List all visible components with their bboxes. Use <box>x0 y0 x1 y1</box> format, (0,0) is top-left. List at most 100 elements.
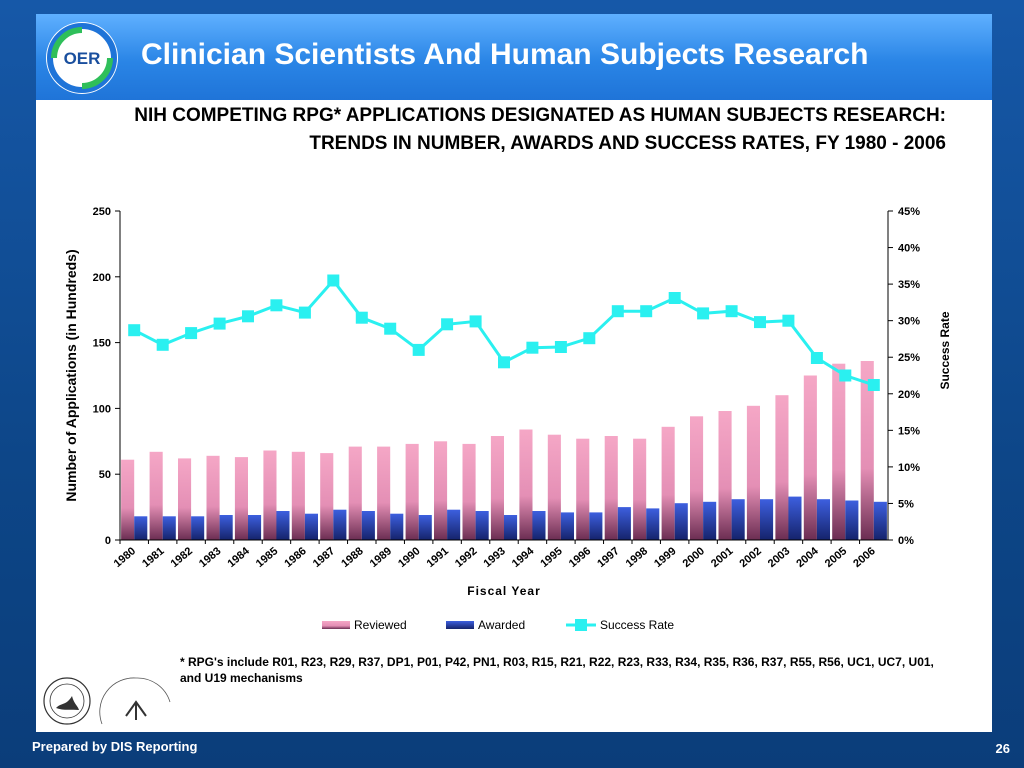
point-success-rate-1999 <box>668 292 681 304</box>
bar-awarded-1995 <box>560 512 574 540</box>
legend-label-reviewed: Reviewed <box>354 618 407 632</box>
y-tick-label: 0 <box>105 535 111 547</box>
y2-tick-label: 5% <box>898 498 914 510</box>
x-tick-label: 1984 <box>225 545 252 570</box>
x-tick-label: 1991 <box>425 545 451 570</box>
bar-reviewed-2000 <box>690 416 704 540</box>
point-success-rate-1993 <box>498 356 510 369</box>
bar-awarded-1980 <box>134 516 148 540</box>
y2-tick-label: 30% <box>898 316 920 328</box>
bar-awarded-1985 <box>276 511 290 540</box>
bar-reviewed-1995 <box>547 434 561 540</box>
bar-reviewed-1983 <box>206 455 220 540</box>
bar-awarded-1997 <box>617 507 631 540</box>
x-tick-label: 1995 <box>538 545 564 570</box>
legend-label-success-rate: Success Rate <box>600 618 674 632</box>
bar-awarded-1990 <box>418 515 432 540</box>
point-success-rate-1984 <box>242 310 254 323</box>
x-tick-label: 1990 <box>396 545 422 570</box>
point-success-rate-2001 <box>725 305 738 318</box>
point-success-rate-1996 <box>583 332 596 345</box>
bar-awarded-2002 <box>760 499 774 540</box>
bar-awarded-1982 <box>191 516 205 540</box>
chart: 0 50 100 150 200 250 0% 5% 10% 15% 20% 25% 30% 35% 40%… <box>63 206 952 632</box>
point-success-rate-2003 <box>782 314 795 327</box>
y2-tick-label: 0% <box>898 535 914 547</box>
point-success-rate-1980 <box>128 324 141 337</box>
bar-awarded-1994 <box>532 511 546 540</box>
x-tick-label: 1987 <box>311 545 337 570</box>
y-tick-label: 50 <box>99 469 111 481</box>
point-success-rate-1995 <box>554 341 567 353</box>
x-tick-label: 1989 <box>368 545 394 570</box>
bar-reviewed-1980 <box>121 459 135 540</box>
bar-reviewed-2002 <box>746 405 760 540</box>
y-tick-label: 250 <box>93 206 111 218</box>
header-band <box>36 14 992 100</box>
bar-awarded-2003 <box>788 496 802 540</box>
x-tick-label: 1982 <box>169 545 195 570</box>
bar-awarded-1991 <box>447 509 461 540</box>
legend-marker-success-rate <box>575 619 587 631</box>
bar-reviewed-1994 <box>519 429 533 540</box>
y2-tick-label: 15% <box>898 425 920 437</box>
x-tick-label: 1994 <box>510 545 537 570</box>
point-success-rate-1989 <box>384 322 397 335</box>
bar-reviewed-1981 <box>149 451 163 540</box>
bar-awarded-1984 <box>248 515 262 540</box>
bar-awarded-2005 <box>845 500 859 540</box>
bar-awarded-1983 <box>219 515 233 540</box>
point-success-rate-1985 <box>270 299 283 312</box>
point-success-rate-1994 <box>526 341 539 354</box>
bar-reviewed-1993 <box>490 436 504 540</box>
bar-awarded-1987 <box>333 509 347 540</box>
point-success-rate-1986 <box>298 306 311 319</box>
bar-awarded-1996 <box>589 512 603 540</box>
logo-text: OER <box>64 49 101 68</box>
bar-awarded-1999 <box>674 503 688 540</box>
x-tick-label: 1981 <box>140 545 166 570</box>
legend-label-awarded: Awarded <box>478 618 525 632</box>
bar-reviewed-1989 <box>377 446 391 540</box>
bar-reviewed-1992 <box>462 443 476 540</box>
footer-prepared-by: Prepared by DIS Reporting <box>32 739 198 754</box>
bar-awarded-1981 <box>162 516 176 540</box>
point-success-rate-1981 <box>156 338 169 351</box>
point-success-rate-2002 <box>754 316 766 329</box>
point-success-rate-2005 <box>839 369 852 382</box>
bar-reviewed-1987 <box>320 453 334 540</box>
point-success-rate-1997 <box>611 305 624 318</box>
series-line-success-rate <box>133 278 875 387</box>
bar-awarded-2000 <box>703 501 717 540</box>
y2-tick-label: 40% <box>898 243 920 255</box>
bar-reviewed-1988 <box>348 446 362 540</box>
x-tick-label: 1998 <box>624 545 650 570</box>
y2-tick-label: 45% <box>898 206 920 218</box>
y-tick-label: 100 <box>93 403 111 415</box>
bar-awarded-2004 <box>816 499 830 540</box>
x-axis-label: Fiscal Year <box>467 584 541 598</box>
x-tick-label: 1980 <box>112 545 138 570</box>
x-tick-label: 1993 <box>481 545 507 570</box>
y-tick-label: 150 <box>93 338 111 350</box>
bar-reviewed-1997 <box>604 436 618 540</box>
x-tick-label: 2003 <box>766 545 792 570</box>
x-tick-label: 1996 <box>567 545 593 570</box>
x-tick-label: 1992 <box>453 545 479 570</box>
x-tick-label: 1985 <box>254 545 280 570</box>
bar-reviewed-2001 <box>718 411 732 540</box>
bar-awarded-2006 <box>873 501 887 540</box>
bar-awarded-1992 <box>475 511 489 540</box>
bar-awarded-2001 <box>731 499 745 540</box>
chart-title: NIH COMPETING RPG* APPLICATIONS DESIGNAT… <box>134 105 946 154</box>
bar-reviewed-1998 <box>633 438 647 540</box>
bar-reviewed-1999 <box>661 426 675 540</box>
bar-reviewed-1990 <box>405 443 419 540</box>
point-success-rate-1990 <box>412 343 425 356</box>
x-tick-label: 2005 <box>823 545 849 570</box>
bar-reviewed-1985 <box>263 450 277 540</box>
hhs-seal-icon <box>43 677 91 725</box>
nih-logo-icon <box>99 677 171 725</box>
bar-reviewed-1982 <box>178 458 192 540</box>
bar-reviewed-1996 <box>576 438 590 540</box>
